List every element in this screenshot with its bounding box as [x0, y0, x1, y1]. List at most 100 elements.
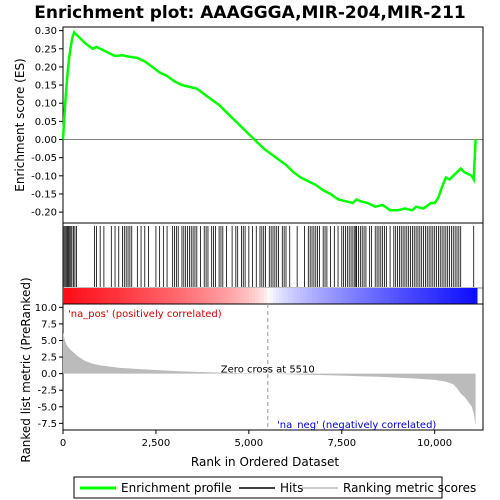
band-segment	[297, 288, 301, 304]
band-segment	[246, 288, 250, 304]
band-segment	[315, 288, 319, 304]
legend-label-metric: Ranking metric scores	[343, 481, 476, 495]
band-segment	[72, 288, 76, 304]
band-segment	[306, 288, 310, 304]
band-segment	[111, 288, 115, 304]
zero-cross-label: Zero cross at 5510	[221, 365, 315, 376]
band-segment	[357, 288, 361, 304]
metric-y-tick-label: -7.5	[37, 419, 57, 430]
band-segment	[312, 288, 316, 304]
band-segment	[84, 288, 88, 304]
band-segment	[435, 288, 439, 304]
metric-y-tick-label: 0.0	[41, 369, 57, 380]
band-segment	[321, 288, 325, 304]
band-segment	[351, 288, 355, 304]
band-segment	[384, 288, 388, 304]
band-segment	[414, 288, 418, 304]
metric-panel: 10.0 7.5 5.0 2.5 0.0 -2.5 -5.0 -7.5 Zero cross …	[35, 303, 484, 431]
band-segment	[261, 288, 265, 304]
metric-y-tick-label: -5.0	[37, 402, 57, 413]
es-y-tick-label: 0.20	[35, 62, 57, 73]
band-segment	[165, 288, 169, 304]
es-y-tick-label: -0.20	[31, 208, 57, 219]
band-segment	[468, 288, 472, 304]
band-segment	[228, 288, 232, 304]
band-segment	[225, 288, 229, 304]
band-segment	[204, 288, 208, 304]
band-segment	[411, 288, 415, 304]
es-y-tick-label: 0.30	[35, 26, 57, 37]
x-tick-label: 5,000	[235, 438, 264, 449]
band-segment	[363, 288, 367, 304]
band-segment	[420, 288, 424, 304]
band-segment	[99, 288, 103, 304]
band-segment	[102, 288, 106, 304]
band-segment	[174, 288, 178, 304]
band-segment	[471, 288, 475, 304]
band-segment	[453, 288, 457, 304]
es-y-tick-label: -0.05	[31, 153, 57, 164]
metric-y-tick-label: 10.0	[35, 303, 57, 314]
band-segment	[189, 288, 193, 304]
band-segment	[396, 288, 400, 304]
band-segment	[285, 288, 289, 304]
band-segment	[372, 288, 376, 304]
band-segment	[447, 288, 451, 304]
band-segment	[207, 288, 211, 304]
band-segment	[87, 288, 91, 304]
band-segment	[267, 288, 271, 304]
band-segment	[282, 288, 286, 304]
band-segment	[126, 288, 130, 304]
band-segment	[258, 288, 262, 304]
es-y-tick-label: 0.00	[35, 135, 57, 146]
band-segment	[318, 288, 322, 304]
band-segment	[309, 288, 313, 304]
band-segment	[219, 288, 223, 304]
band-segment	[222, 288, 226, 304]
band-segment	[405, 288, 409, 304]
band-segment	[135, 288, 139, 304]
band-segment	[339, 288, 343, 304]
band-segment	[465, 288, 469, 304]
band-segment	[81, 288, 85, 304]
band-segment	[78, 288, 82, 304]
band-segment	[273, 288, 277, 304]
es-y-axis-label: Enrichment score (ES)	[13, 58, 27, 191]
band-segment	[279, 288, 283, 304]
band-segment	[429, 288, 433, 304]
band-segment	[162, 288, 166, 304]
band-segment	[255, 288, 259, 304]
band-segment	[474, 288, 478, 304]
correlation-color-band	[63, 288, 478, 304]
band-segment	[96, 288, 100, 304]
x-axis-label: Rank in Ordered Dataset	[191, 455, 339, 469]
band-segment	[156, 288, 160, 304]
band-segment	[444, 288, 448, 304]
metric-y-tick-label: 5.0	[41, 336, 57, 347]
band-segment	[153, 288, 157, 304]
band-segment	[348, 288, 352, 304]
band-segment	[210, 288, 214, 304]
band-segment	[201, 288, 205, 304]
es-y-tick-label: 0.15	[35, 81, 57, 92]
band-segment	[120, 288, 124, 304]
band-segment	[294, 288, 298, 304]
legend: Enrichment profile Hits Ranking metric s…	[73, 476, 476, 499]
band-segment	[252, 288, 256, 304]
metric-y-tick-label: 2.5	[41, 353, 57, 364]
band-segment	[183, 288, 187, 304]
metric-y-axis: 10.0 7.5 5.0 2.5 0.0 -2.5 -5.0 -7.5	[35, 303, 63, 430]
band-segment	[243, 288, 247, 304]
band-segment	[333, 288, 337, 304]
band-segment	[450, 288, 454, 304]
band-segment	[438, 288, 442, 304]
x-axis: 0 2,500 5,000 7,500 10,000	[60, 430, 452, 449]
band-segment	[69, 288, 73, 304]
es-y-axis: 0.30 0.25 0.20 0.15 0.10 0.05 0.00 -0.05 -0.10 -0…	[31, 26, 63, 219]
es-y-tick-label: 0.10	[35, 99, 57, 110]
es-panel-frame	[62, 26, 484, 224]
band-segment	[144, 288, 148, 304]
es-y-tick-label: -0.10	[31, 171, 57, 182]
band-segment	[390, 288, 394, 304]
band-segment	[93, 288, 97, 304]
